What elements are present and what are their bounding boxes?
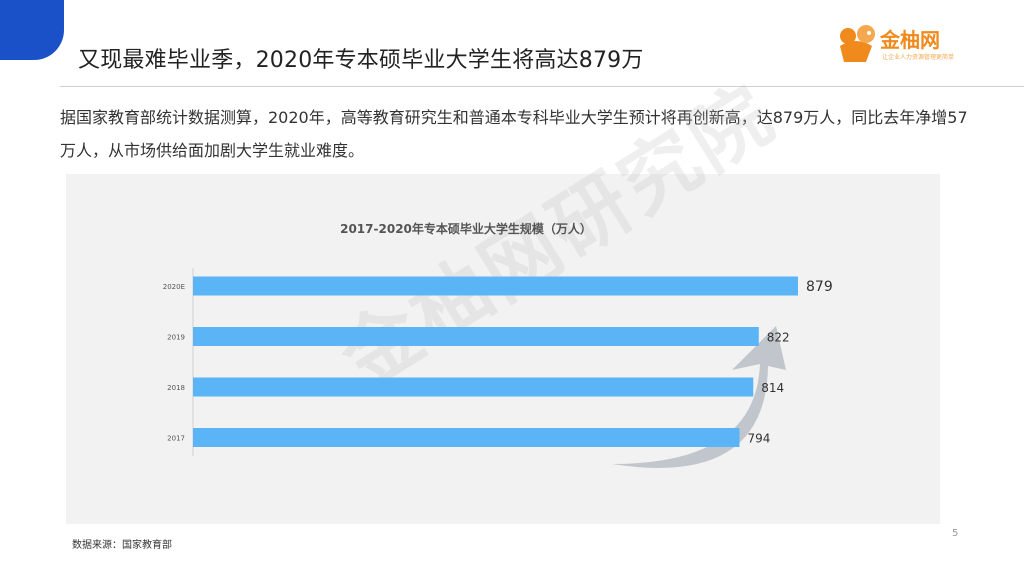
chart-title: 2017-2020年专本硕毕业大学生规模（万人） — [340, 222, 592, 236]
category-label: 2019 — [167, 334, 185, 342]
header-divider — [60, 86, 1024, 87]
bar-2019 — [193, 327, 759, 346]
value-label: 814 — [761, 381, 784, 395]
trend-arrow-icon — [612, 326, 786, 468]
category-label: 2018 — [167, 384, 185, 392]
page-title: 又现最难毕业季，2020年专本硕毕业大学生将高达879万 — [78, 48, 644, 73]
bar-2018 — [193, 377, 754, 397]
category-label: 2017 — [167, 435, 185, 443]
bar-2017 — [193, 428, 740, 447]
logo-text: 金柚网 — [880, 28, 940, 52]
logo-tagline: 让企业人力资源管理更简单 — [882, 54, 955, 61]
page-number: 5 — [952, 528, 959, 539]
value-label: 879 — [806, 279, 833, 295]
logo-mascot-icon — [840, 25, 875, 62]
bar-2020E — [193, 276, 798, 296]
value-label: 822 — [767, 331, 790, 345]
source-note: 数据来源：国家教育部 — [72, 540, 172, 551]
bar-chart: 2020E 879 2019 822 2018 814 2017 794 — [163, 268, 833, 468]
corner-accent-tab — [0, 0, 64, 60]
logo: 金柚网 让企业人力资源管理更简单 — [836, 16, 976, 68]
category-label: 2020E — [163, 283, 185, 291]
chart-panel: 金柚网研究院 2017-2020年专本硕毕业大学生规模（万人） 2020E 879… — [66, 69, 940, 524]
value-label: 794 — [747, 432, 770, 446]
intro-paragraph: 据国家教育部统计数据测算，2020年，高等教育研究生和普通本专科毕业大学生预计将… — [60, 108, 968, 160]
